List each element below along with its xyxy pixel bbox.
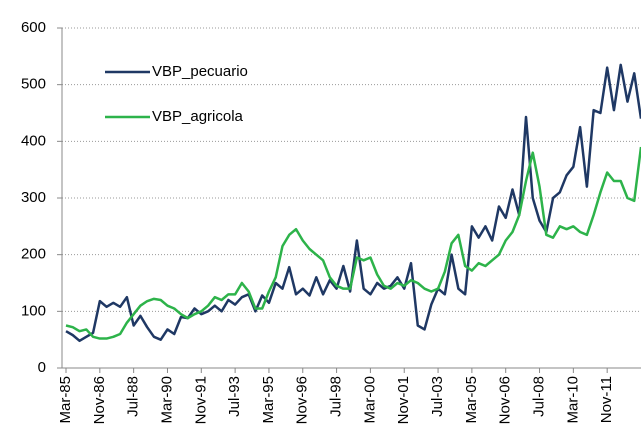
x-tick-label: Mar-90 [158,376,175,424]
x-tick-label: Nov-86 [91,376,108,424]
x-tick-label: Jul-93 [226,376,243,417]
x-tick-label: Mar-95 [260,376,277,424]
x-tick-label: Nov-01 [395,376,412,424]
x-tick-label: Jul-03 [429,376,446,417]
x-tick-label: Jul-98 [328,376,345,417]
x-tick-label: Mar-10 [564,376,581,424]
x-tick-label: Jul-08 [530,376,547,417]
y-tick-label: 200 [21,246,46,263]
x-tick-label: Mar-00 [361,376,378,424]
legend-label: VBP_agricola [152,108,244,125]
y-tick-label: 600 [21,19,46,36]
x-tick-label: Mar-05 [463,376,480,424]
x-tick-label: Nov-91 [192,376,209,424]
y-tick-label: 500 [21,76,46,93]
series-line [65,146,641,340]
y-tick-label: 0 [38,359,46,376]
x-tick-label: Nov-06 [497,376,514,424]
x-tick-label: Jul-88 [125,376,142,417]
x-tick-label: Nov-11 [598,376,615,423]
x-tick-label: Nov-96 [294,376,311,424]
y-tick-label: 400 [21,132,46,149]
y-tick-label: 300 [21,189,46,206]
x-tick-label: Mar-85 [57,376,74,424]
y-tick-label: 100 [21,302,46,319]
legend-label: VBP_pecuario [152,63,248,80]
